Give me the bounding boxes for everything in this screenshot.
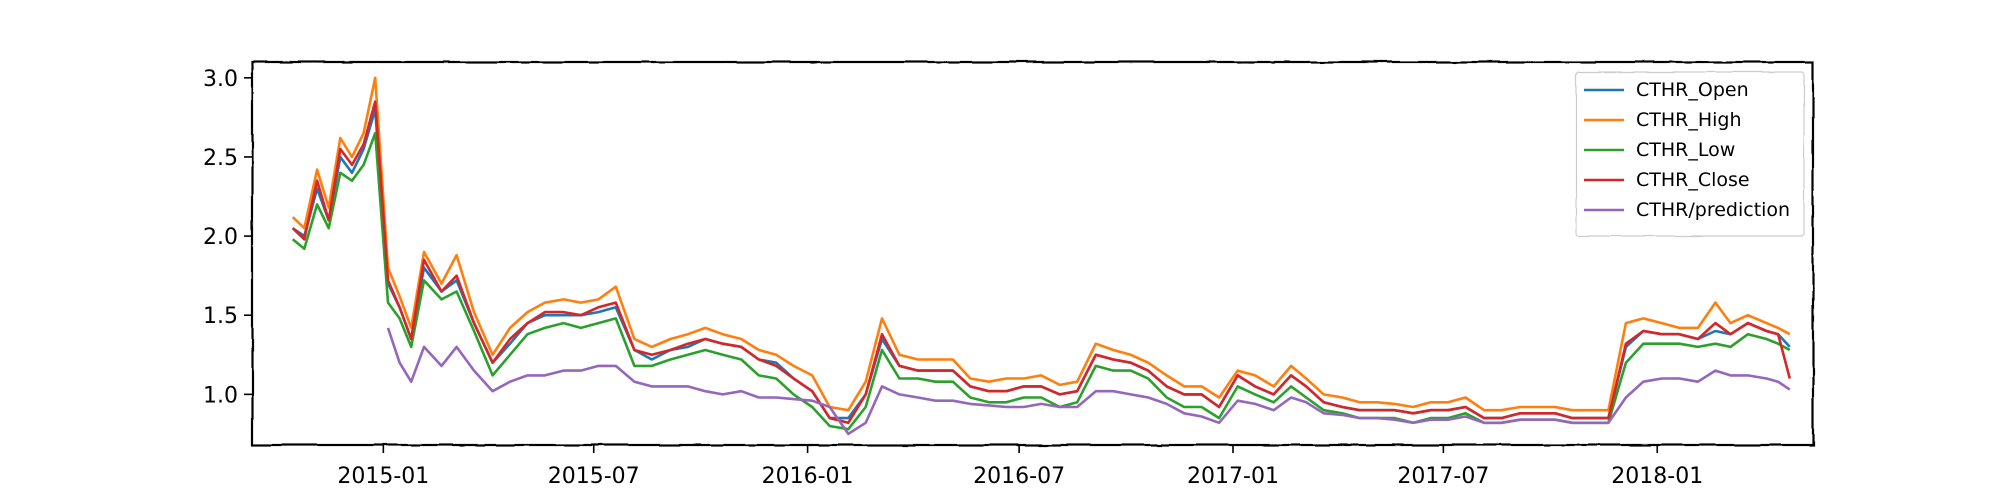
x-tick-label: 2018-01 <box>1611 464 1703 489</box>
x-axis: 2015-01 2015-07 2016-01 2016-07 2017-01 2017-… <box>337 445 1703 489</box>
series-line-0 <box>291 108 1791 420</box>
y-tick-label: 2.5 <box>203 146 238 171</box>
y-tick-label: 3.0 <box>203 67 238 92</box>
x-tick-label: 2016-01 <box>762 464 854 489</box>
x-tick-label: 2016-07 <box>973 464 1065 489</box>
series-line-1 <box>291 76 1791 412</box>
series-line-4 <box>386 327 1791 436</box>
legend-label: CTHR_Low <box>1636 139 1735 161</box>
series-line-3 <box>291 100 1792 425</box>
legend: CTHR_Open CTHR_High CTHR_Low CTHR_Close CTHR… <box>1575 71 1805 237</box>
legend-label: CTHR_High <box>1636 109 1742 131</box>
x-tick-label: 2015-01 <box>337 464 429 489</box>
x-tick-label: 2017-07 <box>1397 464 1489 489</box>
series-line-2 <box>291 131 1791 431</box>
y-tick-label: 2.0 <box>203 225 238 250</box>
y-tick-label: 1.5 <box>203 304 238 329</box>
legend-label: CTHR/prediction <box>1636 199 1790 221</box>
plot-frame <box>250 60 1815 447</box>
legend-label: CTHR_Open <box>1636 79 1749 101</box>
y-tick-label: 1.0 <box>203 383 238 408</box>
x-tick-label: 2017-01 <box>1187 464 1279 489</box>
legend-label: CTHR_Close <box>1636 169 1750 191</box>
legend-box <box>1575 71 1805 237</box>
y-axis: 1.0 1.5 2.0 2.5 3.0 <box>203 67 252 408</box>
series-layer <box>291 76 1792 436</box>
x-tick-label: 2015-07 <box>548 464 640 489</box>
